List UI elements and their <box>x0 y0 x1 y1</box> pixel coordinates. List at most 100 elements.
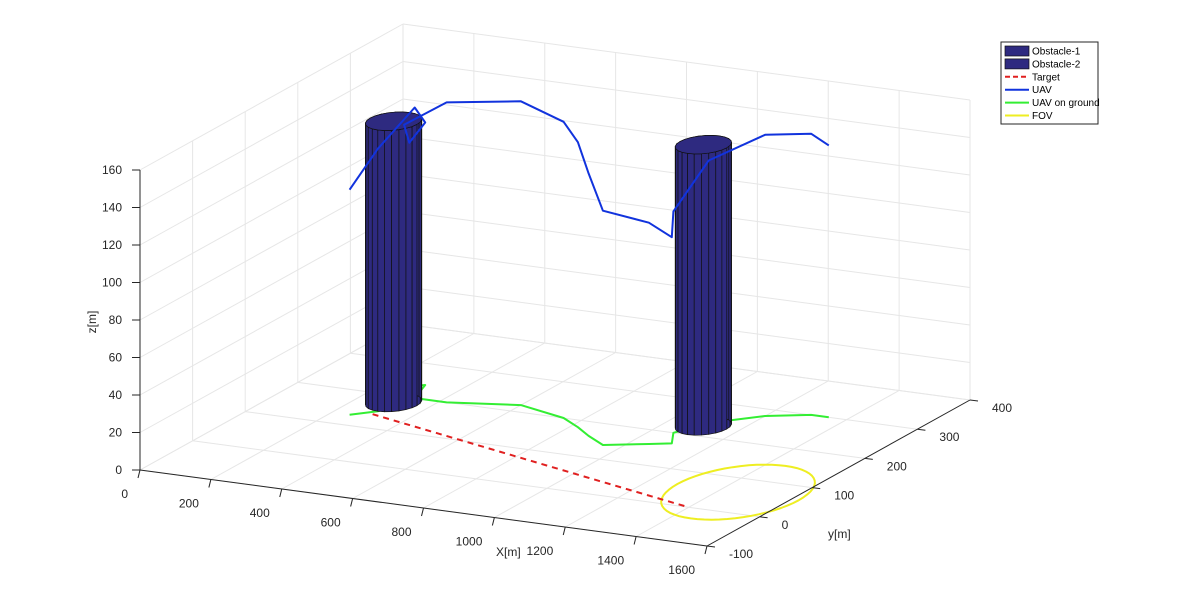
obstacle-face <box>418 114 422 400</box>
grid-line <box>192 440 760 518</box>
tick-label: 200 <box>179 497 199 511</box>
grid-line <box>139 323 404 471</box>
tick-mark <box>137 469 141 479</box>
grid-line <box>139 286 404 433</box>
obstacle-face <box>365 124 369 410</box>
grid-line <box>565 380 829 528</box>
legend-label: UAV on ground <box>1032 98 1100 109</box>
grid-line <box>402 23 971 101</box>
tick-label: 1400 <box>597 554 624 568</box>
legend-swatch <box>1004 58 1030 70</box>
obstacle-face <box>721 147 728 432</box>
obstacle-face <box>693 153 702 436</box>
tick-label: 0 <box>121 487 128 501</box>
obstacle-face <box>405 126 413 411</box>
y-axis-label: y[m] <box>828 527 851 541</box>
obstacle-face <box>411 123 418 409</box>
tick-mark <box>633 536 637 545</box>
grid-line <box>139 211 404 358</box>
tick-label: 100 <box>834 489 854 503</box>
grid-line <box>245 411 813 489</box>
obstacle-face <box>391 129 400 413</box>
tick-mark <box>421 507 424 517</box>
tick-label: 1200 <box>527 544 554 558</box>
grid-line <box>423 361 687 509</box>
tick-label: 20 <box>109 426 123 440</box>
tick-label: 1000 <box>456 535 483 549</box>
tick-label: 600 <box>321 516 341 530</box>
obstacle-2 <box>674 134 732 436</box>
grid-line <box>402 61 971 138</box>
uav-line <box>348 100 830 239</box>
obstacle-face <box>398 127 407 412</box>
grid-line <box>635 390 900 537</box>
fov-circle <box>660 463 816 521</box>
tick-mark <box>350 498 354 507</box>
tick-mark <box>279 488 283 498</box>
obstacle-1 <box>365 111 423 413</box>
y-axis-line <box>706 399 971 547</box>
x-axis-label: X[m] <box>496 545 521 559</box>
tick-layer: 02004006008001000120014001600-1000100200… <box>102 163 1012 577</box>
z-axis-label: z[m] <box>85 311 99 334</box>
tick-mark <box>208 479 212 488</box>
obstacle-face <box>728 137 732 423</box>
tick-label: 160 <box>102 163 122 177</box>
legend-label: FOV <box>1032 111 1053 122</box>
legend-label: Obstacle-1 <box>1032 47 1081 58</box>
obstacle-face <box>701 152 710 436</box>
obstacle-top <box>674 135 732 155</box>
tick-label: -100 <box>729 547 753 561</box>
tick-mark <box>969 399 979 402</box>
tick-label: 400 <box>992 401 1012 415</box>
tick-label: 400 <box>250 506 270 520</box>
tick-label: 120 <box>102 238 122 252</box>
tick-label: 60 <box>109 351 123 365</box>
tick-mark <box>704 545 708 555</box>
obstacle-face <box>384 130 392 413</box>
grid-line <box>402 98 971 176</box>
obstacle-face <box>677 150 683 435</box>
grid-line <box>139 248 404 396</box>
tick-mark <box>812 487 821 490</box>
tick-label: 800 <box>391 525 411 539</box>
tick-mark <box>917 428 926 431</box>
tick-label: 40 <box>109 388 123 402</box>
tick-label: 200 <box>887 459 907 473</box>
tick-mark <box>864 457 873 460</box>
legend-swatch <box>1004 45 1030 57</box>
obstacle-face <box>367 126 373 411</box>
tick-mark <box>706 545 716 548</box>
tick-label: 300 <box>939 430 959 444</box>
grid-line <box>139 61 404 208</box>
tick-label: 80 <box>109 313 123 327</box>
tick-label: 140 <box>102 201 122 215</box>
tick-label: 1600 <box>668 563 695 577</box>
grid-line <box>350 352 918 430</box>
grid-line <box>281 342 545 490</box>
grid-line <box>139 23 404 171</box>
obstacle-face <box>371 128 379 412</box>
grid-line <box>352 352 616 499</box>
legend-label: Obstacle-2 <box>1032 59 1081 70</box>
obstacle-face <box>715 149 723 434</box>
obstacle-face <box>377 129 385 413</box>
tick-mark <box>562 526 566 536</box>
grid-line <box>139 136 404 283</box>
grid-line <box>139 173 404 321</box>
obstacle-face <box>687 153 695 436</box>
grid-line <box>210 333 475 480</box>
obstacle-face <box>708 151 717 435</box>
tick-label: 0 <box>115 463 122 477</box>
grid-line <box>139 98 404 246</box>
obstacle-face <box>675 147 679 433</box>
data-layer <box>348 100 830 521</box>
tick-mark <box>491 517 495 526</box>
legend-label: UAV <box>1032 85 1052 96</box>
tick-mark <box>759 516 768 519</box>
legend-label: Target <box>1032 72 1060 83</box>
tick-label: 100 <box>102 276 122 290</box>
tick-label: 0 <box>782 518 789 532</box>
